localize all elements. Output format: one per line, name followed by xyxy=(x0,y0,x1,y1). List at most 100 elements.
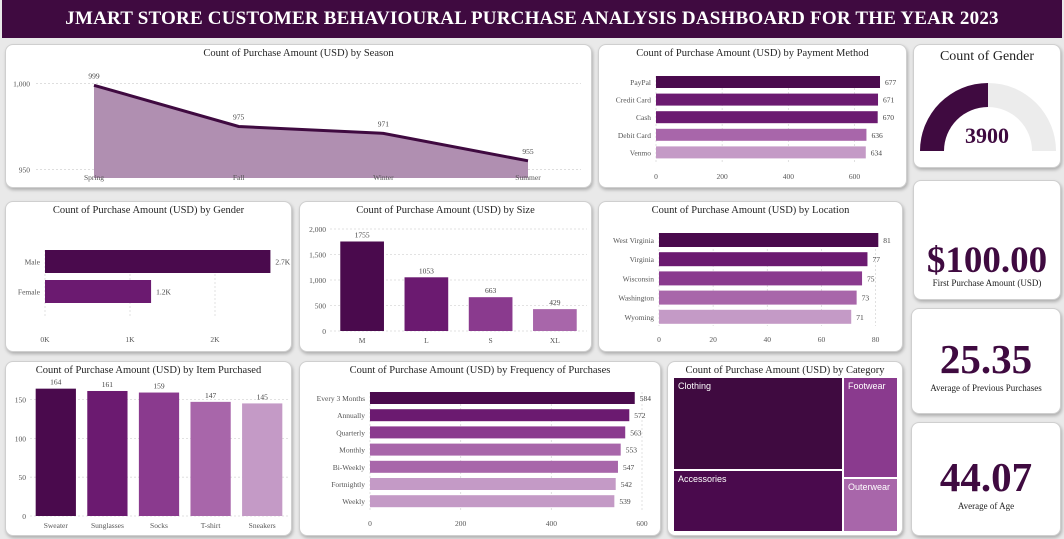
y-tick-label: 100 xyxy=(15,434,27,443)
category-label: PayPal xyxy=(630,78,651,87)
category-label: Cash xyxy=(636,113,651,122)
data-label: 634 xyxy=(871,148,883,157)
gauge-fill xyxy=(920,83,988,151)
prev-purchases-label: Average of Previous Purchases xyxy=(930,383,1042,393)
treemap-cell-accessories: Accessories xyxy=(673,470,843,532)
category-label: Sweater xyxy=(44,521,69,530)
data-label: 584 xyxy=(640,394,652,403)
x-tick-label: 80 xyxy=(872,335,880,344)
item-chart-title: Count of Purchase Amount (USD) by Item P… xyxy=(35,365,262,376)
data-label: 663 xyxy=(485,286,497,295)
data-label: 670 xyxy=(883,113,895,122)
category-label: S xyxy=(489,336,493,345)
category-label: Washington xyxy=(618,294,654,303)
y-tick-label: 50 xyxy=(19,473,27,482)
x-tick-label: 0 xyxy=(368,519,372,528)
size-bar-chart: 2,000 1,500 1,000 500 0 1755 M 1053 L 663 S 429 XL xyxy=(309,225,587,345)
bar-sweater xyxy=(35,388,76,516)
first-purchase-label: First Purchase Amount (USD) xyxy=(932,278,1042,288)
x-tick-label: 200 xyxy=(455,519,467,528)
x-tick-label: 60 xyxy=(818,335,826,344)
category-chart-title: Count of Purchase Amount (USD) by Catego… xyxy=(685,365,885,376)
first-purchase-card: $100.00 First Purchase Amount (USD) xyxy=(913,180,1061,300)
data-label: 671 xyxy=(883,96,895,105)
data-label: 71 xyxy=(856,313,864,322)
category-label: Quarterly xyxy=(336,428,365,437)
category-label: Every 3 Months xyxy=(317,394,365,403)
treemap-label: Accessories xyxy=(678,474,727,484)
size-chart-panel: Count of Purchase Amount (USD) by Size 2… xyxy=(299,201,592,352)
prev-purchases-value: 25.35 xyxy=(939,336,1033,382)
category-label: West Virginia xyxy=(613,236,655,245)
data-label: 147 xyxy=(205,391,217,400)
category-label: Wyoming xyxy=(624,313,654,322)
age-label: Average of Age xyxy=(957,501,1015,511)
data-label: 429 xyxy=(549,298,561,307)
data-label: 636 xyxy=(871,131,883,140)
x-tick-label: 1K xyxy=(125,335,135,344)
treemap-cell-clothing: Clothing xyxy=(673,377,843,470)
data-label: 955 xyxy=(522,147,534,156)
bar-paypal xyxy=(656,76,881,88)
y-tick-label: 0 xyxy=(22,512,26,521)
x-tick-label: 0 xyxy=(657,335,661,344)
category-label: M xyxy=(359,336,366,345)
treemap-cell-footwear: Footwear xyxy=(843,377,898,478)
bar-cash xyxy=(656,111,878,124)
category-label: Fortnightly xyxy=(331,480,365,489)
data-label: 161 xyxy=(102,380,114,389)
item-bar-chart: 150 100 50 0 164 Sweater 161 Sunglasses 159 Socks… xyxy=(15,378,288,530)
gender-chart-panel: Count of Purchase Amount (USD) by Gender… xyxy=(5,201,292,352)
bar-s xyxy=(468,297,513,331)
y-tick-label: 1,000 xyxy=(309,276,326,285)
bar-sneakers xyxy=(242,403,283,516)
treemap-label: Clothing xyxy=(678,381,712,391)
bar-fortnightly xyxy=(370,478,616,490)
data-label: 73 xyxy=(862,294,870,303)
data-label: 572 xyxy=(634,411,646,420)
data-label: 77 xyxy=(872,255,880,264)
category-label: Socks xyxy=(150,521,168,530)
bar-wyoming xyxy=(659,309,852,324)
bar-male xyxy=(45,250,271,273)
y-tick-label: 2,000 xyxy=(309,225,326,234)
data-label: 145 xyxy=(257,392,269,401)
bar-bi-weekly xyxy=(370,460,618,473)
gender-count-value: 3900 xyxy=(965,123,1009,148)
season-chart-title: Count of Purchase Amount (USD) by Season xyxy=(203,48,394,59)
category-label: Credit Card xyxy=(616,96,651,105)
category-label: Monthly xyxy=(339,446,365,455)
category-label: Debit Card xyxy=(618,131,651,140)
data-label: 971 xyxy=(378,119,390,128)
data-label: 553 xyxy=(626,446,638,455)
bar-sunglasses xyxy=(87,390,128,516)
data-label: 75 xyxy=(867,274,875,283)
data-label: 539 xyxy=(619,497,631,506)
category-label: L xyxy=(424,336,429,345)
category-treemap: Clothing Accessories Footwear Outerwear xyxy=(673,377,898,532)
bar-credit-card xyxy=(656,93,879,106)
category-label: Sneakers xyxy=(249,521,276,530)
category-label: Virginia xyxy=(630,255,655,264)
bar-washington xyxy=(659,290,857,305)
category-label: T-shirt xyxy=(201,521,222,530)
category-label: Bi-Weekly xyxy=(333,463,366,472)
x-tick-label: 200 xyxy=(717,172,729,181)
season-area xyxy=(94,85,528,178)
location-chart-title: Count of Purchase Amount (USD) by Locati… xyxy=(651,205,850,216)
season-chart-panel: Count of Purchase Amount (USD) by Season… xyxy=(5,44,592,188)
x-tick-label: 0 xyxy=(654,172,658,181)
y-tick-label: 500 xyxy=(315,302,327,311)
category-chart-panel: Count of Purchase Amount (USD) by Catego… xyxy=(667,361,903,536)
gender-gauge xyxy=(920,83,1056,151)
y-tick-label: 150 xyxy=(15,396,27,405)
category-label: XL xyxy=(550,336,560,345)
data-label: 1755 xyxy=(355,230,370,239)
data-label: 999 xyxy=(88,71,100,80)
location-bar-chart: 0 20 40 60 80 West Virginia 81 Virginia 77 Wiscon… xyxy=(613,233,891,344)
frequency-bar-chart: 0 200 400 600 Every 3 Months 584 Annually 572 Qu… xyxy=(317,392,652,528)
data-label: 1053 xyxy=(419,266,434,275)
y-tick-label: 0 xyxy=(322,327,326,336)
x-tick-label: 2K xyxy=(210,335,220,344)
bar-socks xyxy=(138,392,180,516)
